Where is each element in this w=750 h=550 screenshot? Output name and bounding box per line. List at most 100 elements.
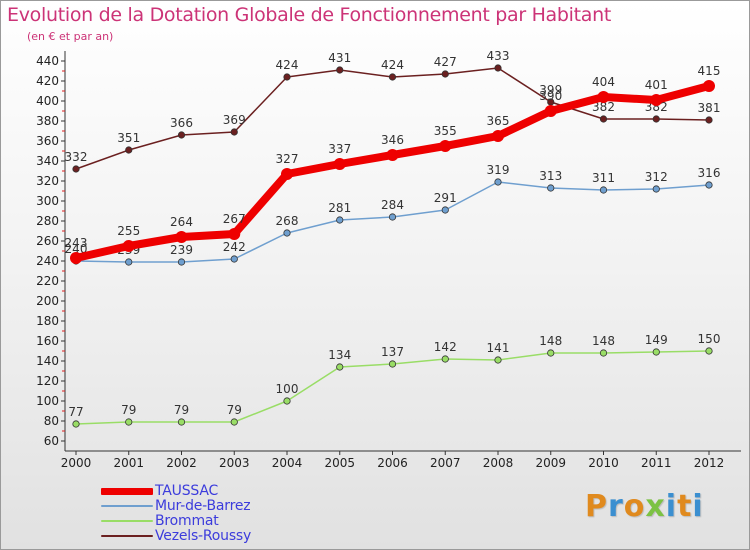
x-tick-label: 2001 (113, 456, 144, 470)
legend-item-mur-de-barrez: Mur-de-Barrez (101, 499, 301, 514)
legend-label-taussac: TAUSSAC (155, 483, 219, 499)
x-tick-label: 2002 (166, 456, 197, 470)
proxiti-logo: Proxiti (585, 489, 704, 524)
data-point-taussac (439, 140, 452, 152)
data-point-mur-de-barrez (388, 213, 397, 221)
data-label-vezels-roussy: 433 (487, 49, 510, 63)
data-point-brommat (72, 420, 80, 428)
data-point-vezels-roussy (599, 115, 608, 123)
y-tick-label: 380 (36, 114, 59, 128)
data-label-mur-de-barrez: 268 (276, 214, 299, 228)
data-label-brommat: 149 (645, 333, 668, 347)
y-tick-label: 200 (36, 294, 59, 308)
data-label-taussac: 355 (434, 124, 457, 138)
y-tick-label: 120 (36, 374, 59, 388)
x-tick-label: 2000 (61, 456, 92, 470)
x-tick-label: 2006 (377, 456, 408, 470)
data-point-mur-de-barrez (599, 186, 608, 194)
data-point-taussac (281, 168, 293, 180)
data-point-taussac (122, 240, 135, 252)
data-point-mur-de-barrez (494, 178, 502, 186)
legend-swatch-mur-de-barrez (101, 505, 153, 507)
data-point-taussac (544, 105, 557, 117)
data-point-taussac (492, 130, 504, 142)
data-label-brommat: 79 (121, 403, 136, 417)
data-point-mur-de-barrez (283, 229, 291, 237)
legend-item-taussac: TAUSSAC (101, 484, 301, 499)
data-point-vezels-roussy (441, 70, 449, 78)
y-tick-label: 260 (36, 234, 59, 248)
data-label-taussac: 264 (170, 215, 193, 229)
data-point-taussac (650, 94, 663, 106)
y-tick-label: 420 (36, 74, 59, 88)
data-label-brommat: 150 (698, 332, 721, 346)
data-label-vezels-roussy: 424 (381, 58, 404, 72)
legend-label-vezels-roussy: Vezels-Roussy (155, 528, 252, 544)
data-point-mur-de-barrez (652, 185, 660, 193)
x-tick-label: 2009 (535, 456, 566, 470)
legend-label-mur-de-barrez: Mur-de-Barrez (155, 498, 251, 514)
y-tick-label: 440 (36, 54, 59, 68)
data-point-brommat (441, 355, 449, 363)
data-point-vezels-roussy (72, 165, 80, 173)
data-label-brommat: 100 (276, 382, 299, 396)
data-point-brommat (547, 349, 555, 357)
data-point-mur-de-barrez (177, 258, 186, 266)
data-label-taussac: 327 (276, 152, 299, 166)
data-label-vezels-roussy: 351 (117, 131, 140, 145)
x-tick-label: 2008 (483, 456, 514, 470)
data-label-vezels-roussy: 366 (170, 116, 193, 130)
data-label-taussac: 401 (645, 78, 668, 92)
data-point-brommat (599, 349, 608, 357)
logo-letter: r (608, 489, 624, 524)
data-label-mur-de-barrez: 281 (328, 201, 351, 215)
data-point-vezels-roussy (283, 73, 291, 81)
data-point-brommat (125, 418, 133, 426)
data-point-brommat (652, 348, 660, 356)
legend-item-vezels-roussy: Vezels-Roussy (101, 529, 301, 544)
logo-letter: i (665, 489, 678, 524)
data-label-taussac: 415 (698, 64, 721, 78)
data-point-taussac (597, 91, 610, 103)
y-tick-label: 320 (36, 174, 59, 188)
data-label-mur-de-barrez: 240 (65, 242, 88, 256)
data-point-vezels-roussy (652, 115, 660, 123)
data-label-mur-de-barrez: 312 (645, 170, 668, 184)
data-point-brommat (388, 360, 397, 368)
data-point-mur-de-barrez (441, 206, 449, 214)
legend-swatch-taussac (101, 488, 153, 495)
x-tick-label: 2012 (694, 456, 725, 470)
data-label-vezels-roussy: 424 (276, 58, 299, 72)
legend-item-brommat: Brommat (101, 514, 301, 529)
x-tick-label: 2004 (272, 456, 303, 470)
data-label-mur-de-barrez: 239 (170, 243, 193, 257)
data-label-taussac: 255 (117, 224, 140, 238)
chart-title: Evolution de la Dotation Globale de Fonc… (7, 4, 612, 26)
data-label-brommat: 79 (227, 403, 242, 417)
data-point-vezels-roussy (388, 73, 397, 81)
data-point-vezels-roussy (230, 128, 238, 136)
y-tick-label: 160 (36, 334, 59, 348)
data-label-mur-de-barrez: 316 (698, 166, 721, 180)
data-point-vezels-roussy (125, 146, 133, 154)
data-point-taussac (228, 228, 241, 240)
x-tick-label: 2005 (324, 456, 355, 470)
y-tick-label: 220 (36, 274, 59, 288)
x-tick-label: 2007 (430, 456, 461, 470)
logo-letter: P (585, 489, 608, 524)
y-tick-label: 180 (36, 314, 59, 328)
data-point-vezels-roussy (494, 64, 502, 72)
data-label-taussac: 243 (65, 236, 88, 250)
data-label-taussac: 346 (381, 133, 404, 147)
data-point-taussac (386, 149, 399, 161)
data-label-mur-de-barrez: 313 (539, 169, 562, 183)
data-label-vezels-roussy: 381 (698, 101, 721, 115)
data-label-vezels-roussy: 399 (539, 83, 562, 97)
y-tick-label: 140 (36, 354, 59, 368)
y-tick-label: 80 (44, 414, 59, 428)
y-tick-label: 340 (36, 154, 59, 168)
chart-legend: TAUSSAC Mur-de-Barrez Brommat Vezels-Rou… (101, 484, 301, 544)
x-tick-label: 2010 (588, 456, 619, 470)
data-label-brommat: 148 (592, 334, 615, 348)
